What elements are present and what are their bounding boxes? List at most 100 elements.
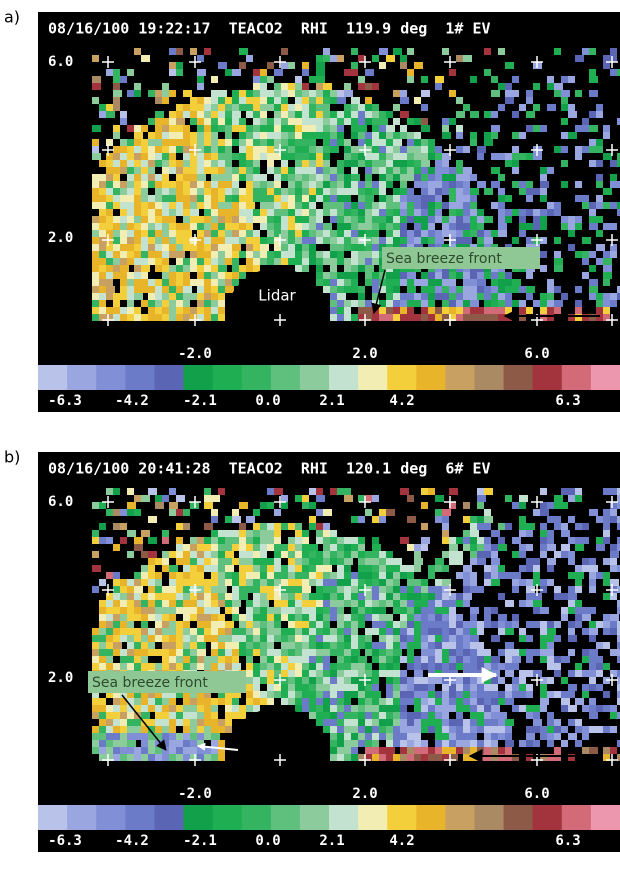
radar-pixel: [127, 656, 134, 663]
radar-pixel: [225, 530, 232, 537]
radar-pixel: [533, 705, 540, 712]
radar-pixel: [449, 649, 456, 656]
radar-pixel: [148, 216, 157, 223]
radar-pixel: [204, 579, 211, 586]
radar-pixel: [316, 216, 323, 223]
radar-pixel: [456, 237, 463, 244]
radar-pixel: [456, 593, 463, 600]
radar-pixel: [610, 48, 617, 55]
radar-pixel: [218, 202, 225, 209]
radar-pixel: [92, 55, 99, 62]
radar-pixel: [379, 209, 388, 216]
radar-pixel: [302, 202, 309, 209]
radar-pixel: [344, 272, 351, 279]
radar-pixel: [386, 195, 393, 202]
radar-pixel: [428, 300, 435, 307]
radar-pixel: [407, 733, 416, 740]
radar-pixel: [155, 195, 162, 202]
radar-pixel: [414, 670, 423, 677]
radar-pixel: [281, 132, 288, 139]
radar-pixel: [162, 656, 171, 663]
radar-pixel: [211, 181, 218, 188]
radar-pixel: [246, 195, 253, 202]
radar-pixel: [477, 237, 486, 244]
radar-pixel: [603, 523, 610, 530]
radar-pixel: [449, 537, 456, 544]
radar-pixel: [337, 230, 346, 237]
radar-pixel: [568, 684, 577, 691]
colorbar-label: 4.2: [389, 833, 414, 849]
radar-pixel: [421, 209, 428, 216]
radar-pixel: [470, 572, 477, 579]
y-tick-label: 2.0: [48, 230, 73, 246]
radar-pixel: [540, 181, 549, 188]
radar-pixel: [379, 516, 386, 523]
radar-pixel: [533, 223, 540, 230]
radar-pixel: [575, 579, 582, 586]
radar-pixel: [134, 293, 143, 300]
radar-pixel: [169, 62, 176, 69]
radar-pixel: [288, 118, 295, 125]
radar-pixel: [211, 565, 218, 572]
radar-pixel: [330, 698, 337, 705]
radar-pixel: [414, 202, 423, 209]
radar-pixel: [351, 705, 358, 712]
radar-pixel: [120, 593, 127, 600]
radar-pixel: [106, 230, 113, 237]
radar-pixel: [330, 202, 339, 209]
radar-pixel: [505, 663, 512, 670]
radar-pixel: [295, 153, 302, 160]
radar-pixel: [484, 614, 491, 621]
radar-pixel: [127, 628, 136, 635]
radar-pixel: [246, 600, 253, 607]
radar-pixel: [127, 223, 136, 230]
radar-pixel: [295, 181, 304, 188]
radar-pixel: [316, 698, 325, 705]
radar-pixel: [218, 237, 227, 244]
radar-pixel: [176, 230, 183, 237]
radar-pixel: [323, 677, 332, 684]
radar-pixel: [610, 705, 617, 712]
radar-pixel: [351, 97, 360, 104]
radar-pixel: [358, 516, 365, 523]
radar-pixel: [246, 97, 255, 104]
radar-pixel: [568, 558, 575, 565]
radar-pixel: [316, 579, 323, 586]
radar-pixel: [316, 174, 323, 181]
radar-pixel: [421, 139, 428, 146]
radar-pixel: [582, 726, 589, 733]
radar-pixel: [449, 733, 456, 740]
radar-pixel: [372, 223, 381, 230]
radar-pixel: [169, 160, 176, 167]
radar-pixel: [463, 705, 470, 712]
radar-pixel: [274, 181, 281, 188]
radar-pixel: [197, 153, 206, 160]
radar-pixel: [148, 160, 155, 167]
radar-pixel: [589, 160, 596, 167]
radar-pixel: [337, 314, 346, 321]
radar-pixel: [183, 195, 190, 202]
radar-pixel: [183, 160, 190, 167]
radar-pixel: [428, 712, 435, 719]
radar-pixel: [99, 111, 108, 118]
radar-pixel: [554, 516, 561, 523]
radar-pixel: [281, 230, 288, 237]
radar-pixel: [225, 565, 234, 572]
radar-pixel: [190, 104, 197, 111]
radar-pixel: [197, 167, 204, 174]
radar-pixel: [176, 314, 183, 321]
radar-pixel: [442, 579, 451, 586]
radar-pixel: [190, 747, 197, 754]
radar-pixel: [295, 139, 302, 146]
radar-pixel: [610, 593, 617, 600]
radar-pixel: [589, 251, 596, 258]
radar-pixel: [512, 279, 521, 286]
radar-pixel: [162, 698, 169, 705]
radar-pixel: [582, 251, 589, 258]
radar-pixel: [274, 593, 281, 600]
radar-pixel: [498, 293, 507, 300]
radar-pixel: [183, 286, 192, 293]
radar-pixel: [365, 551, 374, 558]
radar-pixel: [99, 314, 106, 321]
radar-pixel: [106, 705, 113, 712]
